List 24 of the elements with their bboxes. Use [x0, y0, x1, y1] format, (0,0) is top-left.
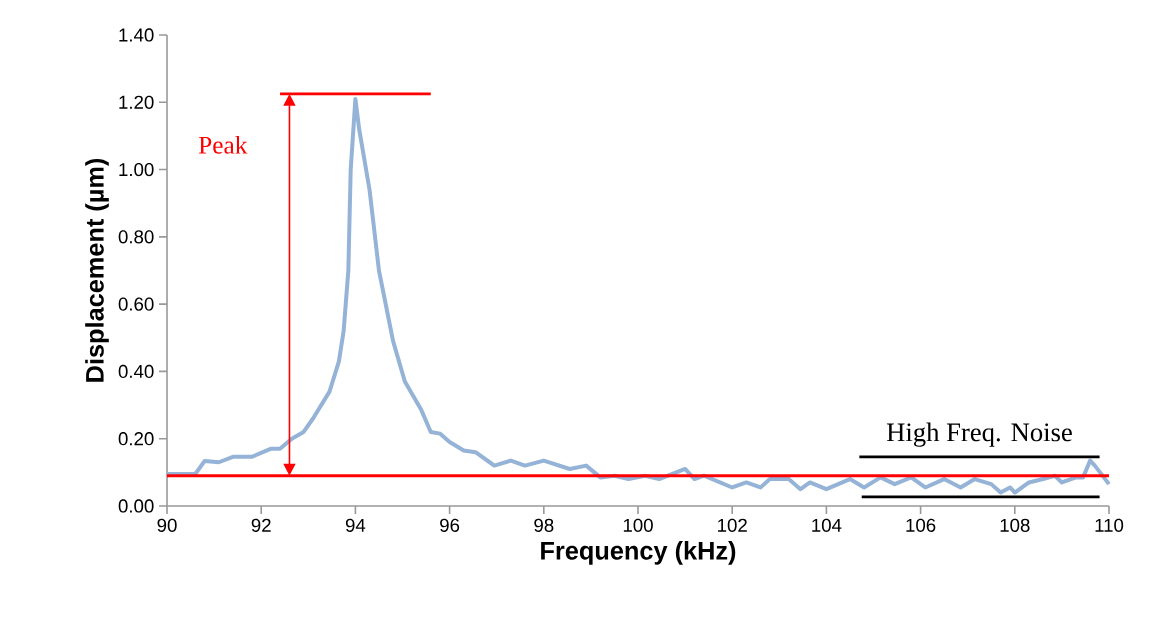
x-tick-label: 98	[534, 518, 554, 532]
x-tick-label: 100	[623, 518, 653, 532]
x-tick-label: 96	[440, 518, 460, 532]
y-tick-label: 0.20	[118, 432, 154, 446]
y-tick-label: 0.40	[118, 364, 154, 379]
y-tick-label: 0.80	[118, 230, 154, 244]
y-tick-label: 0.00	[118, 499, 154, 513]
x-tick-label: 108	[1000, 518, 1030, 532]
x-tick-label: 90	[157, 518, 177, 532]
y-tick-label: 0.60	[118, 297, 154, 311]
annotation: Peak	[198, 135, 248, 154]
y-tick-label: 1.00	[119, 162, 154, 177]
x-tick-label: 104	[812, 518, 842, 532]
y-tick-label: 1.40	[119, 28, 154, 42]
x-axis-title: Frequency (kHz)	[541, 541, 736, 565]
y-tick-label: 1.20	[119, 95, 154, 109]
x-tick-label: 110	[1095, 518, 1124, 532]
x-tick-label: 102	[718, 518, 747, 532]
annotation: High Freq. Noise	[886, 422, 1072, 447]
x-tick-label: 92	[251, 518, 271, 532]
x-tick-label: 106	[906, 518, 936, 532]
y-axis-title: Displacement (µm)	[85, 158, 109, 382]
x-tick-label: 94	[345, 518, 366, 532]
line-series	[165, 96, 1111, 495]
